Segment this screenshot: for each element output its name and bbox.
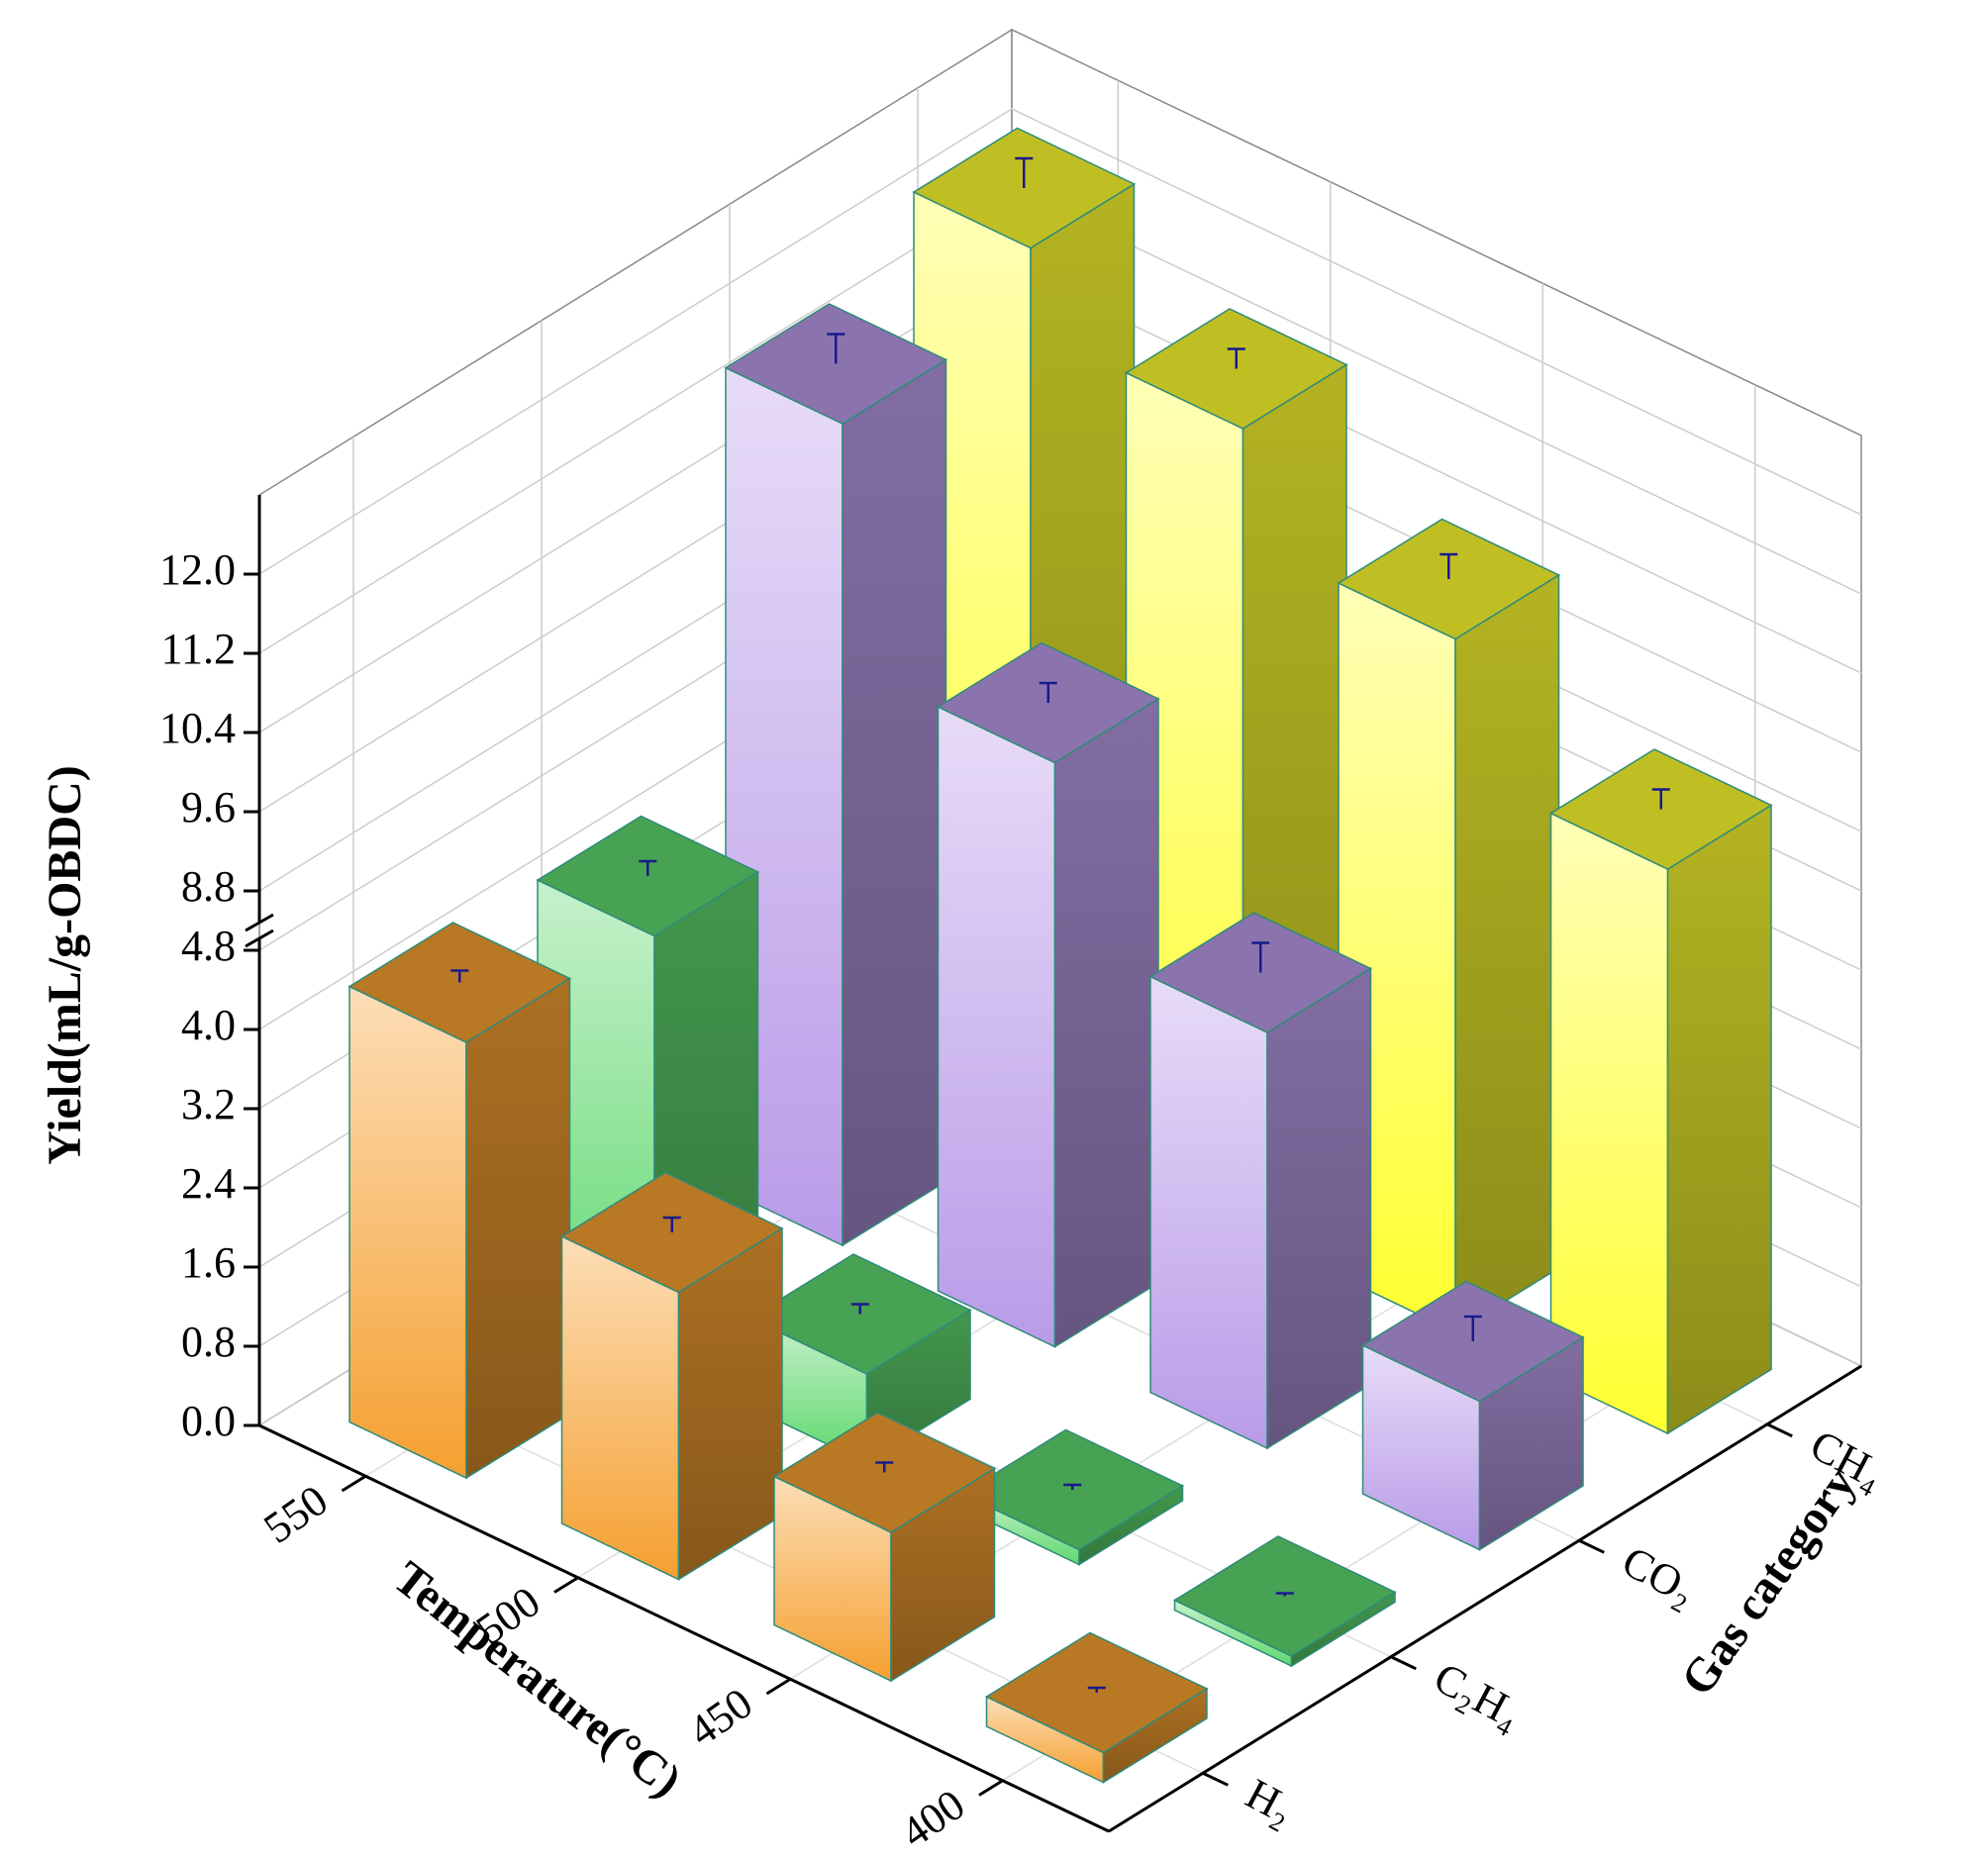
bar [936, 641, 1160, 1348]
grid-line [258, 108, 1862, 575]
bar [1548, 748, 1773, 1435]
x-tick [553, 1576, 579, 1594]
bar [772, 1412, 997, 1683]
bar [984, 1631, 1209, 1784]
z-tick-label: CO₂ [1615, 1536, 1705, 1615]
bar [724, 303, 948, 1247]
bar [1172, 1535, 1397, 1668]
y-tick-label: 2.4 [181, 1159, 236, 1208]
y-tick-label: 4.8 [181, 922, 236, 970]
y-tick-label: 0.8 [181, 1318, 236, 1366]
y-tick-label: 4.0 [181, 1001, 236, 1049]
x-axis [258, 1423, 1110, 1833]
bar-front-face [348, 985, 467, 1480]
x-tick-label: 400 [892, 1780, 973, 1857]
y-tick-label: 0.0 [181, 1397, 236, 1445]
z-tick-label: C₂H₄ [1427, 1653, 1530, 1738]
bar-side-face [465, 977, 571, 1480]
y-tick-label: 10.4 [159, 704, 236, 752]
bar-side-face [1266, 967, 1372, 1450]
y-tick-label: 1.6 [181, 1238, 236, 1287]
x-tick-label: 550 [255, 1476, 337, 1553]
y-tick-label: 3.2 [181, 1080, 236, 1128]
bar-front-face [937, 705, 1056, 1348]
bar-side-face [1053, 697, 1159, 1348]
x-tick [341, 1474, 367, 1493]
y-tick-label: 9.6 [181, 783, 236, 832]
bar [1337, 518, 1561, 1333]
z-tick [1390, 1655, 1417, 1671]
z-tick [1202, 1771, 1229, 1787]
bar [1360, 1280, 1585, 1551]
bar [1148, 912, 1373, 1450]
bar [559, 1171, 784, 1581]
z-axis [1108, 1364, 1862, 1833]
z-axis-title: Gas category [1671, 1457, 1866, 1705]
x-tick-label: 450 [680, 1679, 761, 1756]
bar-side-face [842, 358, 947, 1247]
bar-side-face [1454, 573, 1560, 1333]
x-tick [978, 1779, 1004, 1797]
bar [348, 922, 572, 1480]
y-axis-title: Yield(mL/g-OBDC) [39, 765, 91, 1165]
z-tick [1766, 1422, 1793, 1438]
axis-break [245, 929, 274, 948]
y-tick-label: 11.2 [161, 625, 236, 673]
y-tick-label: 12.0 [159, 545, 236, 594]
axis-break [245, 913, 274, 932]
bar-front-face [560, 1234, 680, 1581]
bar-front-face [1149, 975, 1268, 1450]
y-tick-label: 8.8 [181, 862, 236, 911]
bar-side-face [1666, 804, 1772, 1435]
z-tick-label: H₂ [1239, 1769, 1303, 1833]
z-tick [1578, 1538, 1605, 1554]
x-tick [765, 1677, 792, 1696]
bar [960, 1428, 1185, 1566]
